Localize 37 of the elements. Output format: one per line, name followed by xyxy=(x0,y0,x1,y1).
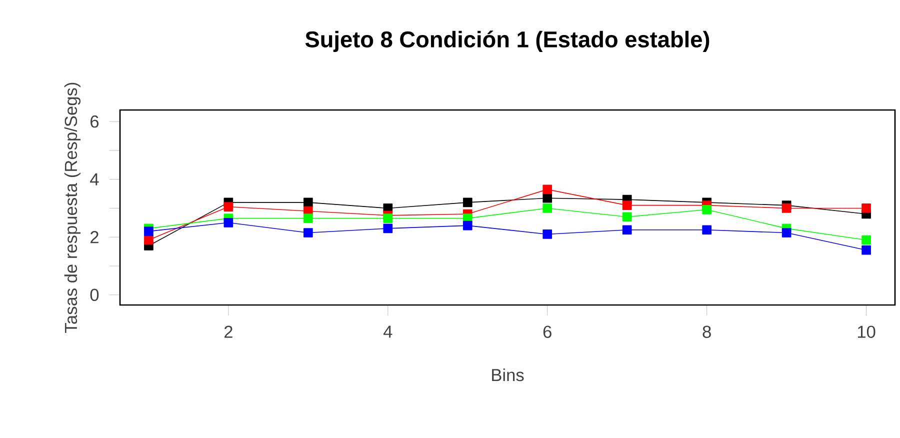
x-tick-label: 4 xyxy=(383,326,392,338)
point xyxy=(462,220,472,230)
y-tick-label: 0 xyxy=(90,288,99,302)
point xyxy=(304,214,313,223)
point xyxy=(622,200,632,210)
x-tick-label: 8 xyxy=(702,326,711,338)
point xyxy=(304,228,313,238)
point xyxy=(702,225,712,235)
x-axis-title: Bins xyxy=(492,368,524,382)
x-tick-label: 2 xyxy=(224,326,232,338)
point xyxy=(304,198,313,208)
x-tick-label: 6 xyxy=(543,326,552,338)
point xyxy=(383,214,393,223)
point xyxy=(224,218,234,228)
point xyxy=(542,193,552,203)
point xyxy=(862,245,871,255)
point xyxy=(782,228,792,238)
point xyxy=(542,184,552,194)
point xyxy=(622,212,632,222)
point xyxy=(622,225,632,235)
point xyxy=(862,204,871,213)
x-tick-label: 10 xyxy=(858,326,876,338)
y-tick-label: 2 xyxy=(90,231,98,244)
point xyxy=(782,204,792,213)
point xyxy=(144,226,154,236)
point xyxy=(144,235,154,245)
point xyxy=(862,235,871,245)
y-tick-label: 4 xyxy=(90,173,99,186)
y-tick-label: 6 xyxy=(90,115,99,128)
point xyxy=(224,202,234,212)
point xyxy=(542,230,552,239)
chart-title: Sujeto 8 Condición 1 (Estado estable) xyxy=(305,30,710,52)
point xyxy=(462,198,472,208)
point xyxy=(702,204,712,214)
point xyxy=(542,204,552,213)
point xyxy=(383,224,393,234)
y-axis-title: Tasas de respuesta (Resp/Segs) xyxy=(64,82,81,333)
